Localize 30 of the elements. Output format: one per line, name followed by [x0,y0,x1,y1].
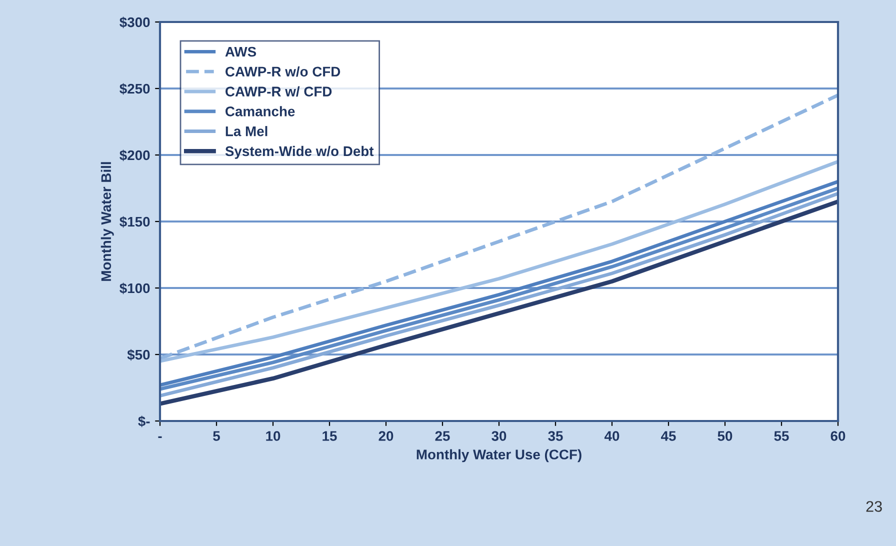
y-tick-label: $200 [120,150,150,162]
x-tick-label: 40 [604,431,620,441]
x-tick-label: 60 [830,431,846,441]
legend-label: CAWP-R w/ CFD [226,86,332,97]
x-tick-label: 25 [435,431,450,441]
x-tick-label: 30 [492,431,506,441]
text: 23 [866,501,882,512]
x-tick-label: 55 [774,431,789,441]
x-tick-label: - [158,436,162,438]
y-tick-label: $100 [120,282,150,294]
y-axis-title: Monthly Water Bill [100,162,114,281]
x-tick-label: 10 [266,431,280,441]
line-series [160,160,838,363]
x-tick-label: 45 [660,431,676,441]
legend-label: Camanche [226,106,295,116]
y-tick-label: $150 [120,216,150,228]
x-tick-label: 15 [322,431,337,441]
y-tick-label: $250 [120,83,150,95]
y-tick-label: $50 [127,349,150,361]
y-tick-label: $- [138,416,150,428]
x-tick-label: 5 [213,431,220,441]
x-tick-label: 20 [378,431,394,441]
legend-label: CAWP-R w/o CFD [226,66,340,77]
legend-label: AWS [225,46,256,57]
legend-label: System-Wide w/o Debt [225,146,374,159]
x-tick-label: 50 [718,431,732,441]
y-tick-label: $300 [120,16,150,28]
legend-label: La Mel [226,126,268,136]
x-tick-label: 35 [548,431,563,441]
x-axis-title: Monthly Water Use (CCF) [416,449,582,462]
